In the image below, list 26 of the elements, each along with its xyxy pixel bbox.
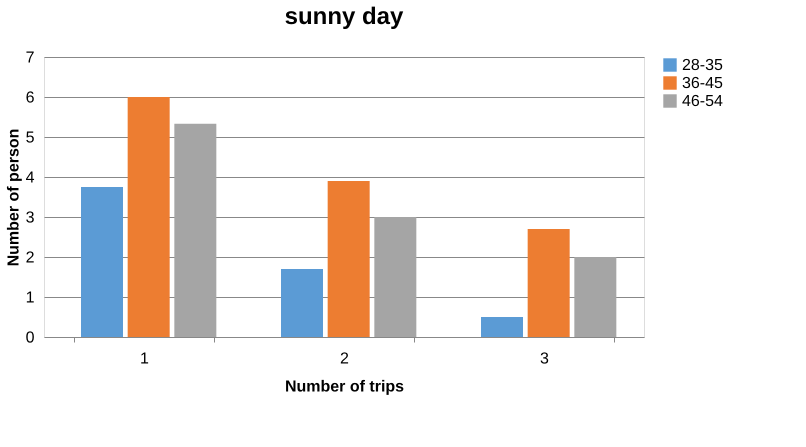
- bar: [174, 124, 216, 337]
- y-tick-label: 4: [26, 170, 35, 186]
- x-tick-label: 2: [340, 350, 350, 368]
- x-tick-label: 3: [540, 350, 550, 368]
- bar: [128, 97, 170, 337]
- bar: [328, 181, 370, 337]
- bar: [528, 229, 570, 337]
- y-tick-label: 1: [26, 290, 35, 306]
- y-tick-label: 2: [26, 250, 35, 266]
- y-tick-label: 6: [26, 90, 35, 106]
- y-tick-label: 3: [26, 210, 35, 226]
- legend-label: 36-45: [682, 75, 724, 92]
- x-axis-title: Number of trips: [284, 378, 404, 396]
- bar: [281, 269, 323, 337]
- bar: [574, 257, 616, 337]
- legend-label: 28-35: [682, 57, 724, 74]
- y-tick-label: 0: [26, 330, 35, 346]
- chart-title: sunny day: [284, 3, 404, 30]
- y-axis-title: Number of person: [6, 128, 23, 266]
- bar: [481, 317, 523, 337]
- legend-label: 46-54: [682, 93, 724, 110]
- bar: [374, 217, 416, 337]
- x-tick-label: 1: [140, 350, 150, 368]
- bar: [81, 187, 123, 337]
- y-tick-label: 7: [26, 50, 35, 66]
- y-tick-label: 5: [26, 130, 35, 146]
